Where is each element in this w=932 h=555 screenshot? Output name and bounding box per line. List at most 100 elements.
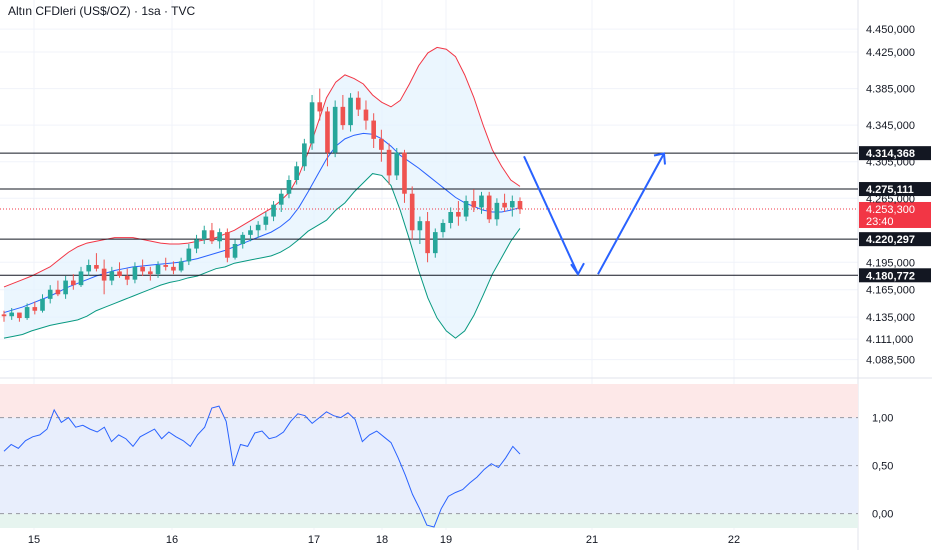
bollinger-lower (3, 173, 521, 339)
price-tick-label: 4.450,000 (866, 24, 915, 36)
time-tick-label: 17 (308, 534, 320, 546)
candle-body (194, 239, 199, 249)
price-tick-label: 4.088,500 (866, 355, 915, 367)
candle-body (71, 280, 76, 286)
candle-body (248, 230, 253, 235)
candle-body (440, 222, 446, 233)
candle-body (517, 201, 523, 210)
level-tag (859, 182, 931, 197)
candle-body (201, 230, 207, 240)
projection-up-line (597, 153, 665, 275)
price-tick-label: 4.135,000 (866, 312, 915, 324)
candle-body (186, 248, 192, 262)
candle-body (402, 152, 407, 194)
candle-body (409, 193, 415, 231)
candle-body (109, 271, 115, 281)
candle-body (255, 224, 261, 231)
candle-body (94, 265, 99, 269)
candle-body (471, 201, 477, 208)
candle-body (40, 298, 45, 311)
candle-body (163, 265, 169, 267)
bollinger-basis (3, 132, 521, 314)
price-tick-label: 4.111,000 (866, 334, 913, 346)
level-tag (859, 232, 931, 247)
candle-body (371, 120, 376, 139)
candle-body (271, 204, 276, 217)
candle-body (47, 289, 53, 299)
candle-body (386, 149, 392, 176)
projection-up-arrowhead (653, 152, 666, 165)
candle-body (17, 312, 22, 319)
candle-body (78, 271, 84, 286)
candle-body (379, 138, 384, 150)
time-tick-label: 19 (440, 534, 452, 546)
price-tick-label: 4.165,000 (866, 285, 915, 297)
candle-body (286, 180, 292, 194)
time-tick-label: 22 (728, 534, 740, 546)
candle-body (209, 230, 215, 242)
candle-body (432, 232, 438, 254)
candle-body (1, 314, 7, 317)
candle-body (148, 271, 153, 275)
oscillator-line (3, 405, 521, 528)
current-price-tag (859, 201, 931, 228)
candle-body (486, 195, 492, 220)
price-tick-label: 4.265,000 (866, 193, 915, 205)
oscillator-tick-label: 0,00 (872, 509, 893, 521)
chart-title: Altın CFDleri (US$/OZ) · 1sa · TVC (8, 4, 196, 18)
projection-down-line (523, 155, 579, 275)
price-tick-label: 4.305,000 (866, 157, 915, 169)
candle-body (302, 143, 307, 167)
candle-body (456, 212, 461, 217)
candle-body (171, 266, 176, 271)
candle-body (355, 97, 361, 110)
candle-body (232, 244, 238, 258)
time-tick-label: 16 (166, 534, 178, 546)
oscillator-band (0, 513, 858, 528)
candle-body (101, 268, 107, 281)
candle-body (317, 102, 323, 112)
candle-body (225, 232, 230, 258)
current-price-label: 4.253,300 (866, 204, 915, 216)
candle-body (294, 166, 299, 180)
candle-body (278, 193, 284, 205)
candle-body (155, 265, 161, 275)
oscillator-band (0, 384, 858, 418)
candle-body (117, 271, 122, 276)
level-tag (859, 268, 931, 283)
candle-body (86, 265, 92, 272)
candle-body (325, 111, 330, 153)
candle-body (309, 102, 315, 144)
candle-body (363, 109, 369, 121)
time-tick-label: 21 (586, 534, 598, 546)
countdown-label: 23:40 (866, 216, 894, 228)
candle-body (394, 152, 400, 176)
price-tick-label: 4.385,000 (866, 84, 915, 96)
time-tick-label: 18 (376, 534, 388, 546)
candle-body (140, 266, 145, 272)
bollinger-fill (4, 47, 520, 339)
candle-body (240, 234, 246, 244)
candle-body (340, 106, 346, 126)
candle-body (55, 289, 61, 295)
candle-body (32, 307, 38, 311)
candle-body (132, 266, 138, 280)
oscillator-tick-label: 1,00 (872, 413, 893, 425)
candle-body (24, 307, 30, 319)
candle-body (479, 195, 484, 208)
level-tag-label: 4.314,368 (866, 148, 915, 160)
candle-body (509, 201, 515, 208)
projection-down-arrowhead (570, 262, 585, 277)
price-tick-label: 4.195,000 (866, 257, 915, 269)
candle-body (9, 312, 15, 317)
candle-body (263, 216, 269, 225)
candle-body (494, 202, 500, 220)
candle-body (425, 221, 430, 254)
candle-body (463, 201, 469, 217)
level-tag-label: 4.180,772 (866, 270, 915, 282)
level-tag (859, 146, 931, 161)
candle-body (502, 202, 507, 208)
candle-body (417, 221, 423, 231)
